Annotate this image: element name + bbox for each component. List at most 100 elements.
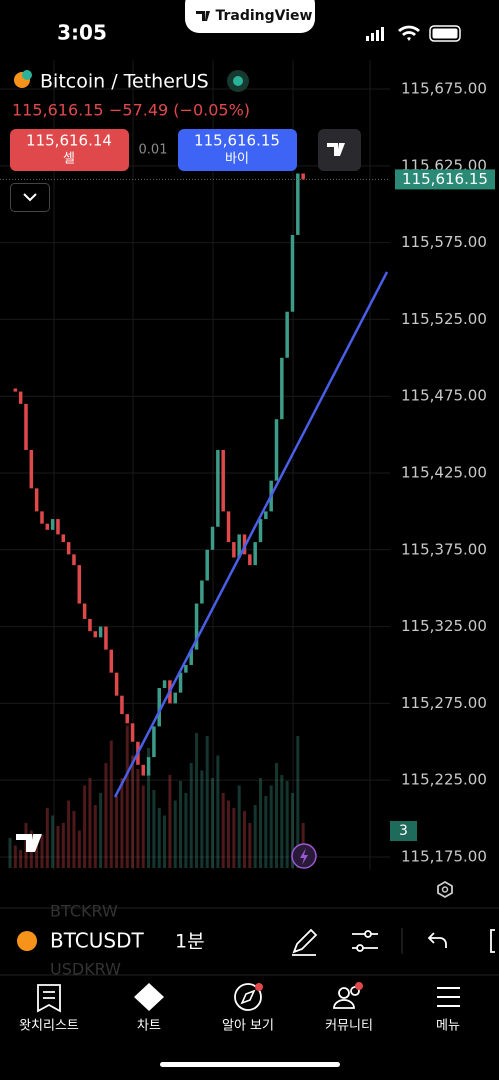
- candle: [157, 688, 161, 727]
- candle: [72, 554, 76, 566]
- volume-bar: [179, 781, 183, 868]
- volume-bar: [232, 808, 236, 868]
- header-change: −57.49 (−0.05%): [109, 101, 250, 120]
- candle: [296, 173, 300, 235]
- volume-bar: [221, 793, 225, 868]
- volume-bar: [67, 800, 71, 868]
- ghost-symbol-2: USDKRW: [50, 960, 121, 979]
- volume-bar: [51, 815, 55, 868]
- lightning: [300, 848, 308, 865]
- volume-bar: [253, 805, 257, 868]
- signal: [366, 27, 384, 41]
- candle: [274, 419, 279, 481]
- volume-bar: [19, 850, 23, 868]
- explore-badge: [255, 983, 263, 991]
- volume-bar: [77, 830, 81, 868]
- volume-bar: [136, 769, 140, 868]
- volume-bar: [248, 823, 252, 868]
- volume-bar: [120, 778, 124, 868]
- volume-bar: [296, 736, 300, 868]
- volume-bar: [61, 823, 65, 868]
- chevron: [23, 193, 37, 202]
- symbol[interactable]: BTCUSDT: [50, 929, 144, 953]
- candle: [56, 519, 60, 535]
- watchlist-icon[interactable]: [37, 984, 61, 1013]
- candle: [18, 391, 23, 404]
- candle: [253, 542, 257, 566]
- settings-icon[interactable]: [437, 880, 453, 899]
- chart-icon[interactable]: [134, 983, 164, 1011]
- y-tick-label: 115,425.00: [401, 463, 487, 481]
- volume-bar: [195, 733, 199, 868]
- nav-label: 왓치리스트: [19, 1019, 79, 1034]
- alert-badge: [390, 821, 417, 841]
- candle: [264, 511, 268, 520]
- candle: [226, 511, 231, 543]
- y-tick-label: 115,375.00: [401, 540, 487, 558]
- candle: [194, 603, 199, 650]
- volume-bar: [216, 755, 220, 868]
- y-tick-label: 115,575.00: [401, 233, 487, 251]
- candle: [285, 311, 289, 358]
- interval[interactable]: 1분: [175, 931, 205, 953]
- sell-button[interactable]: [10, 129, 129, 171]
- volume-bar: [264, 796, 268, 868]
- indicator-icon[interactable]: [352, 930, 378, 952]
- candle: [258, 519, 263, 543]
- y-tick-label: 115,525.00: [401, 310, 487, 328]
- explore-icon[interactable]: [234, 983, 262, 1011]
- candle: [66, 542, 71, 555]
- sell-price: 115,616.14: [26, 132, 112, 150]
- candle: [162, 680, 167, 689]
- candle: [173, 692, 177, 704]
- undo-icon[interactable]: [427, 932, 447, 948]
- fullscreen-icon[interactable]: [490, 929, 495, 953]
- candle: [146, 757, 151, 776]
- compass: [240, 989, 256, 1005]
- usdt-icon: [22, 70, 32, 80]
- tv-watermark: [16, 834, 42, 852]
- volume-bar: [99, 793, 103, 868]
- buy-button[interactable]: [178, 129, 297, 171]
- collapse-button[interactable]: [10, 183, 50, 212]
- volume-bar: [285, 781, 289, 868]
- buy-label: 바이: [225, 152, 249, 167]
- candle: [77, 565, 82, 604]
- trend-line[interactable]: [113, 271, 389, 798]
- candle: [50, 519, 55, 530]
- candle: [210, 526, 215, 550]
- volume-bar: [56, 826, 60, 868]
- buy-price: 115,616.15: [194, 132, 280, 150]
- menu-icon[interactable]: [437, 987, 460, 1007]
- last-price-badge: [395, 169, 495, 190]
- candle: [40, 511, 44, 524]
- candle: [88, 618, 92, 632]
- community-icon[interactable]: [333, 986, 360, 1009]
- candle: [13, 388, 18, 392]
- candle: [205, 549, 209, 581]
- volume-bar: [205, 736, 209, 868]
- candle: [120, 695, 124, 715]
- y-tick-label: 115,325.00: [401, 617, 487, 635]
- draw-icon[interactable]: [292, 928, 318, 956]
- battery-level: [432, 28, 458, 39]
- candle: [109, 649, 114, 673]
- candle: [178, 672, 183, 693]
- volume: [8, 725, 305, 868]
- candle: [24, 403, 28, 450]
- app-pill: [185, 0, 315, 33]
- candle: [93, 631, 98, 638]
- symbol-title: Bitcoin / TetherUS: [40, 71, 209, 93]
- volume-bar: [290, 793, 294, 868]
- volume-bar: [259, 778, 263, 868]
- candle: [216, 449, 220, 527]
- candle: [98, 626, 103, 638]
- volume-bar: [141, 785, 145, 868]
- clock: 3:05: [57, 21, 107, 45]
- home-indicator: [160, 1062, 340, 1067]
- spread: 0.01: [139, 143, 168, 158]
- volume-bar: [115, 796, 119, 868]
- tv-button-logo: [327, 143, 345, 156]
- volume-bar: [109, 740, 113, 868]
- candle: [82, 603, 87, 619]
